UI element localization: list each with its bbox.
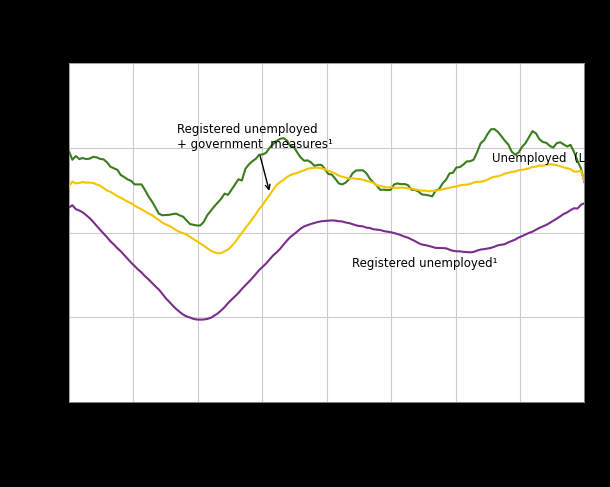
Text: Unemployed  (LFS): Unemployed (LFS) [492,151,603,165]
Text: Registered unemployed
+ government  measures¹: Registered unemployed + government measu… [177,123,333,189]
Text: Registered unemployed¹: Registered unemployed¹ [353,257,498,269]
